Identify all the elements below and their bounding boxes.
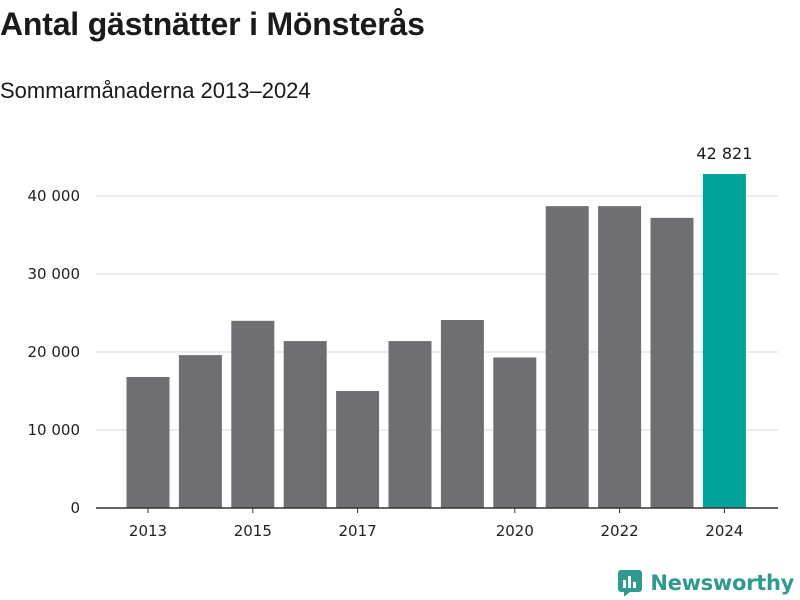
axes: [96, 507, 778, 513]
newsworthy-logo-icon: [618, 570, 643, 596]
x-tick-label: 2013: [129, 522, 167, 540]
bar-2014: [178, 355, 222, 508]
x-tick-label: 2015: [234, 522, 272, 540]
bar-2021: [545, 206, 589, 508]
y-tick-label: 10 000: [28, 421, 81, 439]
bar-2017: [336, 391, 380, 508]
bars: [126, 173, 746, 508]
y-tick-label: 20 000: [28, 343, 81, 361]
y-tick-label: 40 000: [28, 187, 81, 205]
brand: Newsworthy: [618, 570, 794, 596]
x-tick-label: 2022: [601, 522, 639, 540]
bar-2015: [231, 320, 275, 508]
bar-2024: [702, 173, 746, 508]
bar-2019: [440, 320, 484, 508]
x-tick-label: 2017: [339, 522, 377, 540]
x-tick-label: 2024: [705, 522, 743, 540]
bar-2018: [388, 341, 432, 508]
chart-subtitle: Sommarmånaderna 2013–2024: [0, 78, 311, 103]
bar-2022: [598, 206, 642, 508]
bar-2020: [493, 357, 537, 508]
data-label: 42 821: [696, 144, 752, 163]
y-tick-label: 0: [70, 499, 80, 517]
chart-title: Antal gästnätter i Mönsterås: [0, 6, 425, 42]
bar-2013: [126, 376, 170, 508]
brand-name: Newsworthy: [650, 571, 794, 595]
bar-2016: [283, 341, 327, 508]
bar-2023: [650, 217, 694, 508]
labels: 0 10 000 20 000 30 000 40 000 2013 2015 2017 202…: [28, 144, 753, 540]
y-tick-label: 30 000: [28, 265, 81, 283]
x-tick-label: 2020: [496, 522, 534, 540]
